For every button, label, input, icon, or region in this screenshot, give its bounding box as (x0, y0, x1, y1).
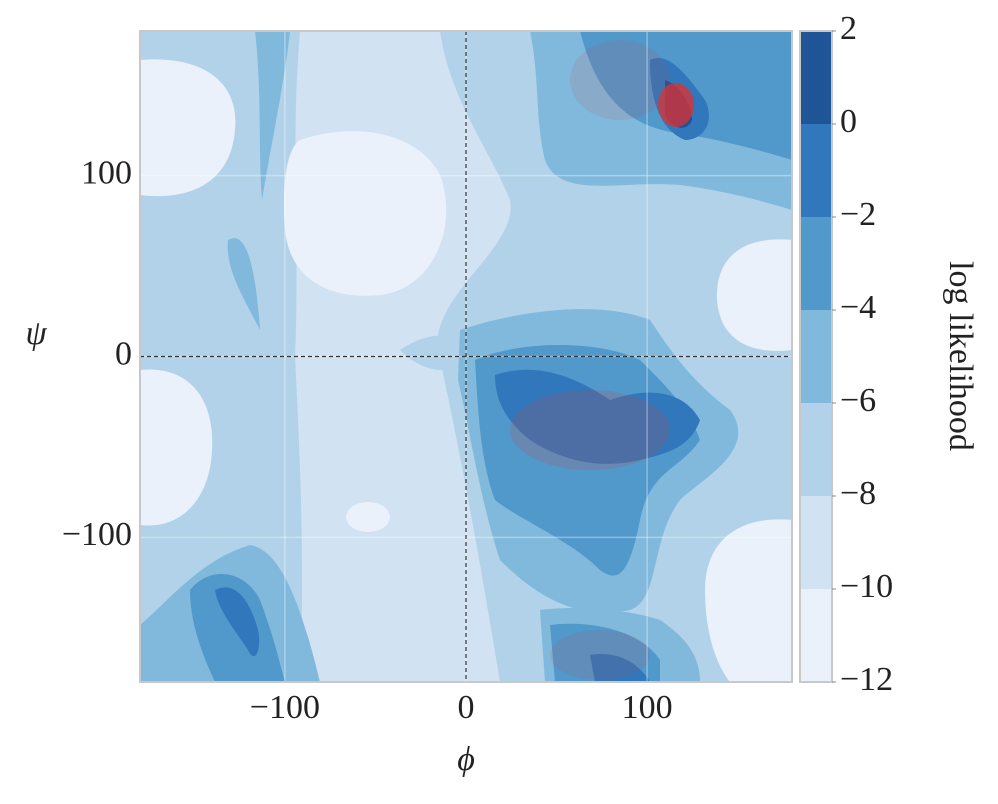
x-tick-label: 100 (622, 689, 673, 726)
contour-region (255, 31, 290, 200)
contour-region (140, 59, 236, 197)
colorbar-band (800, 31, 832, 124)
contour-region (716, 239, 792, 351)
contour-region (495, 369, 700, 464)
colorbar-tick-label: −10 (840, 568, 893, 605)
colorbar-tick-label: −12 (840, 661, 893, 698)
overlay (140, 31, 792, 682)
sample-cluster (570, 40, 670, 120)
y-tick-label: 100 (81, 154, 132, 191)
colorbar-band (800, 496, 832, 589)
contour-region (215, 587, 260, 657)
colorbar-tick-label: −4 (840, 289, 876, 326)
y-axis-label: ψ (25, 315, 47, 352)
colorbar-tick-label: −8 (840, 475, 876, 512)
colorbar-label: log likelihood (942, 261, 979, 451)
contour-region (590, 654, 650, 682)
colorbar-tick-label: 0 (840, 103, 857, 140)
x-axis-label: ϕ (457, 741, 475, 778)
colorbar-tick-label: 2 (840, 10, 857, 47)
sample-cluster (658, 83, 694, 127)
y-tick-label: 0 (115, 335, 132, 372)
contour-region (283, 131, 447, 296)
x-tick-label: −100 (250, 689, 320, 726)
colorbar-band (800, 589, 832, 682)
plot-frame (139, 30, 793, 683)
colorbar-band (800, 403, 832, 496)
colorbar-frame (799, 30, 833, 683)
x-tick-label: 0 (458, 689, 475, 726)
colorbar-band (800, 124, 832, 217)
colorbar-band (800, 217, 832, 310)
contour-region (227, 238, 260, 330)
colorbar-tick-label: −2 (840, 196, 876, 233)
colorbar-band (800, 310, 832, 403)
colorbar-tick-label: −6 (840, 382, 876, 419)
contour-region (140, 369, 213, 526)
contour-region (346, 502, 390, 532)
contour-region (705, 519, 792, 682)
sample-cluster (550, 630, 650, 680)
sample-cluster (510, 390, 670, 470)
y-tick-label: −100 (62, 516, 132, 553)
contour-region (400, 335, 470, 371)
